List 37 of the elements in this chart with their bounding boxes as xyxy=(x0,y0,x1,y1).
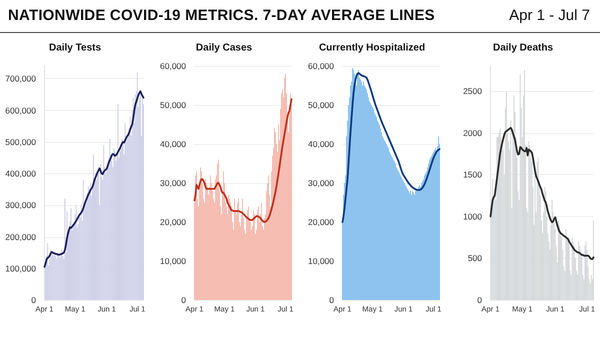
chart-title: Currently Hospitalized xyxy=(318,42,426,54)
text: Apr 1 - Jul 7 xyxy=(509,7,590,24)
y-tick-label: 200,000 xyxy=(5,232,36,242)
y-tick-label: 500 xyxy=(468,253,482,264)
y-tick-label: 400,000 xyxy=(5,168,36,179)
y-tick-label: 300,000 xyxy=(5,200,36,210)
y-tick-label: 2000 xyxy=(463,128,482,138)
line-series xyxy=(342,72,440,223)
line-series xyxy=(490,126,594,260)
y-tick-label: 0 xyxy=(329,295,334,305)
y-tick-label: 50,000 xyxy=(308,100,334,110)
y-tick-label: 1500 xyxy=(463,170,482,180)
chart-title: Daily Cases xyxy=(196,42,253,54)
y-tick-label: 1000 xyxy=(463,211,482,222)
y-tick-label: 10,000 xyxy=(308,256,334,266)
y-tick-label: 0 xyxy=(181,295,186,305)
y-tick-label: 600,000 xyxy=(5,105,36,116)
chart-title: Daily Tests xyxy=(48,42,102,54)
y-tick-label: 0 xyxy=(31,295,36,305)
text: NATIONWIDE COVID-19 METRICS. 7-DAY AVERAGE LINES xyxy=(8,7,435,24)
y-tick-label: 40,000 xyxy=(160,139,186,149)
y-tick-label: 2500 xyxy=(463,86,482,96)
y-tick-label: 40,000 xyxy=(308,139,334,149)
y-tick-label: 0 xyxy=(477,295,482,305)
y-tick-label: 60,000 xyxy=(308,61,334,71)
y-tick-label: 30,000 xyxy=(160,178,186,188)
y-tick-label: 20,000 xyxy=(308,217,334,227)
y-tick-label: 10,000 xyxy=(160,256,186,266)
y-tick-label: 30,000 xyxy=(308,178,334,188)
y-tick-label: 500,000 xyxy=(5,136,36,147)
y-tick-label: 100,000 xyxy=(5,263,36,274)
y-tick-label: 20,000 xyxy=(160,217,186,227)
y-tick-label: 60,000 xyxy=(160,61,186,71)
y-tick-label: 50,000 xyxy=(160,100,186,110)
y-tick-label: 700,000 xyxy=(5,74,36,84)
line-series xyxy=(194,98,292,223)
chart-title: Daily Deaths xyxy=(492,42,554,54)
